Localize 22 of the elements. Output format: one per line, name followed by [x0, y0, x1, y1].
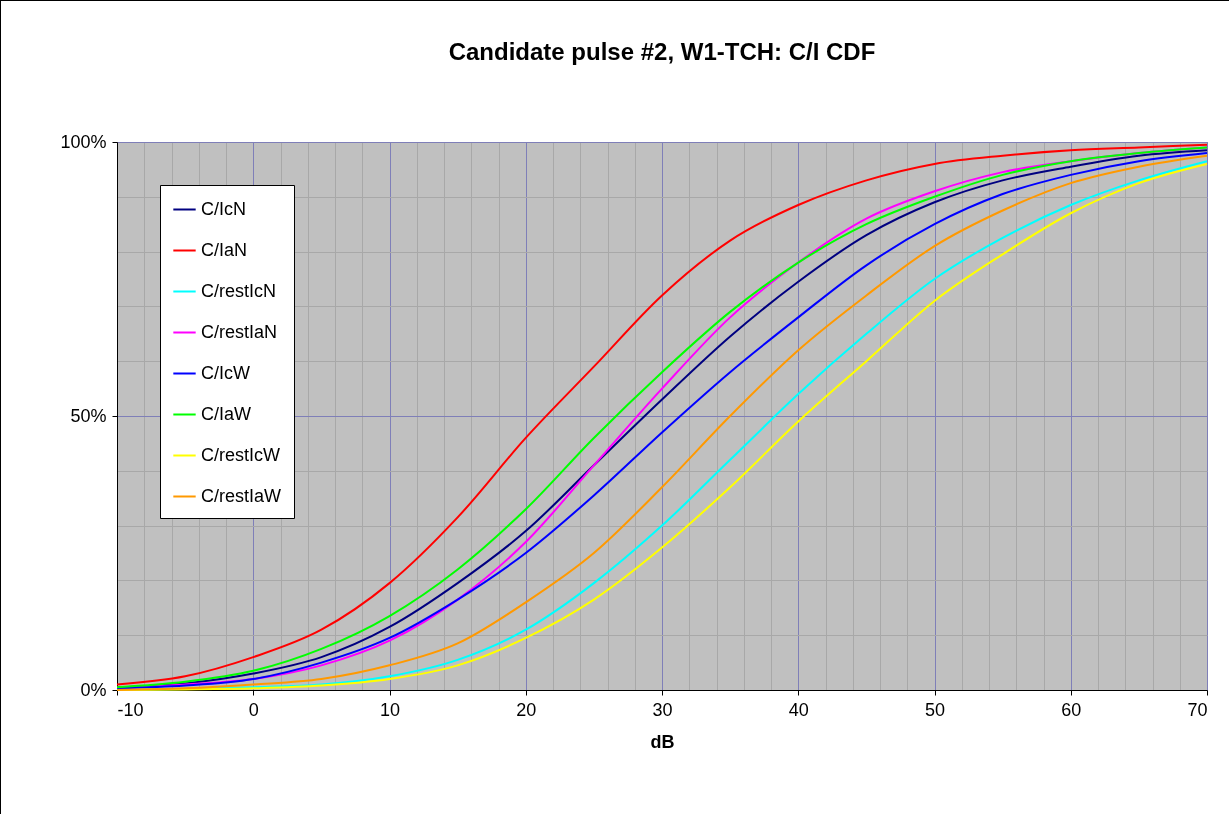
y-tick-label: 100% [60, 131, 107, 152]
y-tick-label: 0% [80, 679, 107, 700]
legend-label: C/restIaN [201, 321, 278, 342]
x-tick-label: 70 [1187, 699, 1208, 720]
legend-label: C/IaN [201, 239, 248, 260]
legend-label: C/IaW [201, 403, 252, 424]
legend-label: C/restIcN [201, 280, 277, 301]
x-tick-label: 30 [652, 699, 673, 720]
y-tick-label: 50% [70, 405, 107, 426]
legend-label: C/restIaW [201, 485, 282, 506]
x-tick-label: 60 [1061, 699, 1082, 720]
legend-label: C/restIcW [201, 444, 281, 465]
x-tick-label: 10 [379, 699, 401, 720]
x-axis-title: dB [650, 731, 675, 752]
x-tick-label: -10 [117, 699, 144, 720]
x-tick-label: 50 [924, 699, 946, 720]
x-tick-label: 0 [248, 699, 259, 720]
legend-label: C/IcN [201, 198, 246, 219]
chart-title: Candidate pulse #2, W1-TCH: C/I CDF [448, 38, 876, 65]
x-tick-label: 20 [516, 699, 537, 720]
x-tick-label: 40 [788, 699, 809, 720]
legend-label: C/IcW [201, 362, 250, 383]
